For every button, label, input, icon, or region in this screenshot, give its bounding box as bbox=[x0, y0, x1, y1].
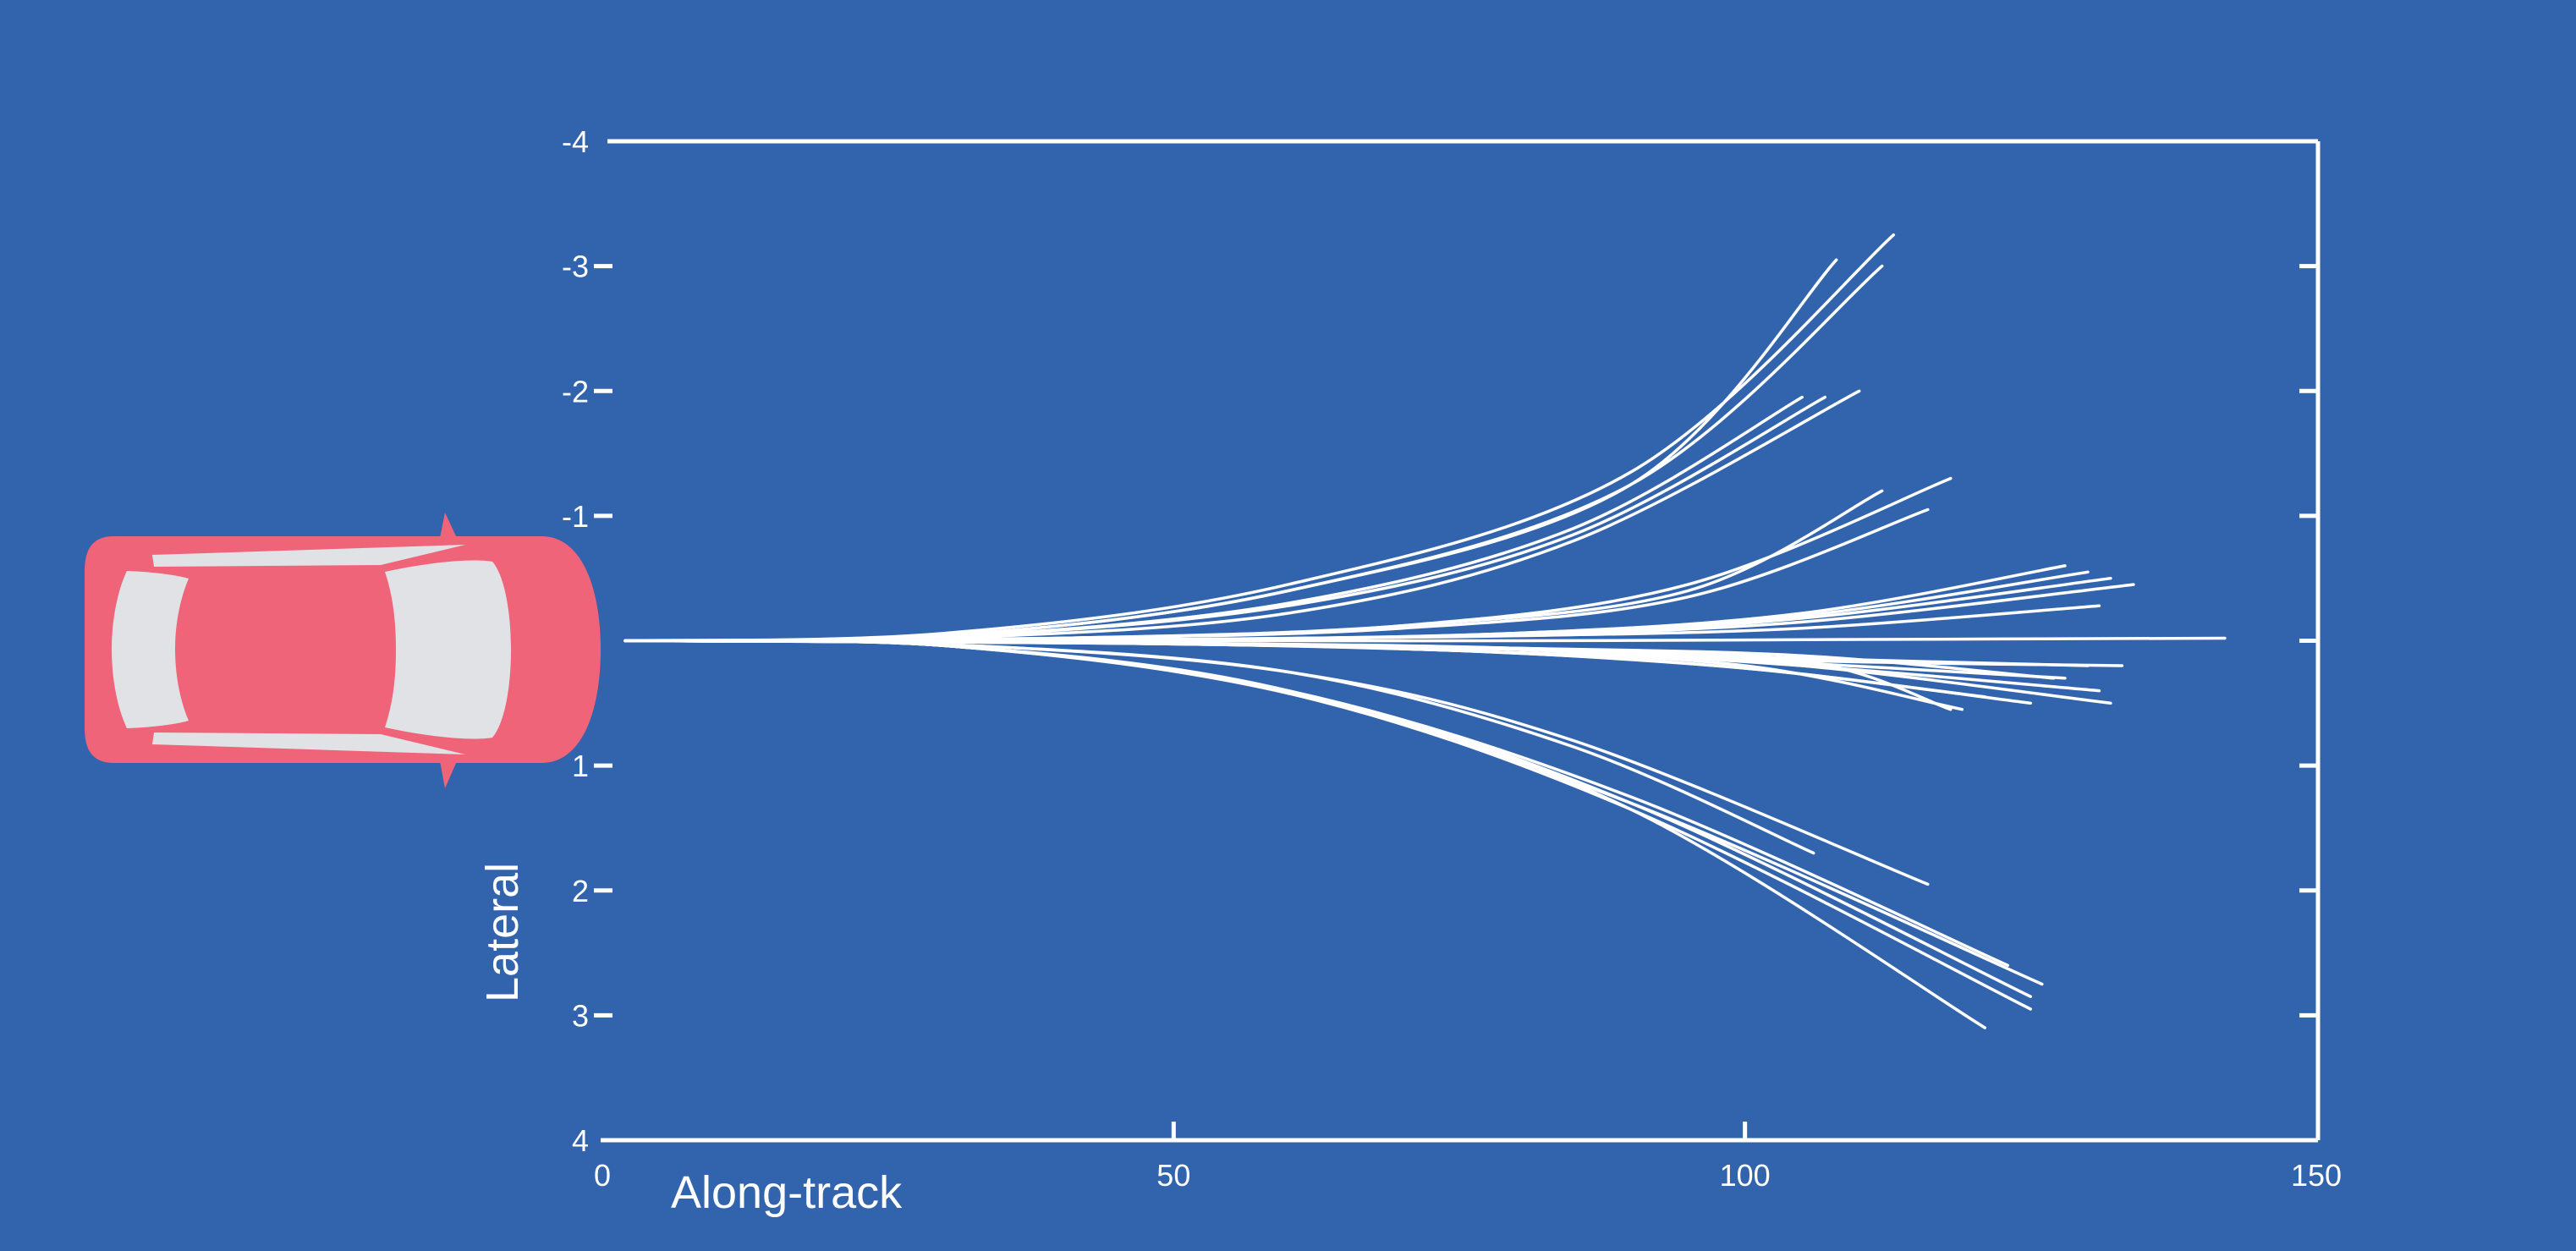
x-axis-title: Along-track bbox=[671, 1167, 903, 1218]
trajectory-line bbox=[623, 639, 1953, 711]
car-rear-window bbox=[112, 571, 189, 728]
car-side-window-left bbox=[152, 545, 465, 567]
car-top-view-icon bbox=[85, 513, 601, 788]
y-tick-label: 4 bbox=[572, 1123, 589, 1158]
right-axis-ticks bbox=[2299, 264, 2318, 1018]
x-tick-label: 50 bbox=[1156, 1158, 1190, 1193]
car-mirror-right bbox=[440, 761, 457, 788]
trajectory-line bbox=[623, 389, 1861, 643]
trajectory-line bbox=[623, 639, 1987, 1029]
trajectory-line bbox=[623, 476, 1953, 643]
car-mirror-left bbox=[440, 513, 457, 538]
y-axis-title: Lateral bbox=[477, 863, 528, 1002]
x-tick-label: 100 bbox=[1720, 1158, 1771, 1193]
trajectory-line bbox=[623, 639, 2044, 986]
y-tick-label: -3 bbox=[562, 250, 589, 284]
x-tick-label: 150 bbox=[2291, 1158, 2342, 1193]
trajectory-line bbox=[623, 639, 2010, 968]
car-side-window-right bbox=[152, 732, 465, 754]
trajectory-line bbox=[623, 639, 1815, 855]
trajectory-series bbox=[623, 233, 2227, 1029]
x-axis-ticks: 0 50 100 150 bbox=[594, 1122, 2342, 1193]
y-tick-label: -1 bbox=[562, 499, 589, 534]
car-windshield bbox=[385, 560, 511, 739]
trajectory-line bbox=[623, 639, 2033, 1011]
trajectory-line bbox=[623, 639, 2033, 705]
y-tick-label: -4 bbox=[562, 124, 589, 159]
trajectory-line bbox=[623, 258, 1838, 643]
trajectory-line bbox=[623, 264, 1884, 643]
trajectory-line bbox=[623, 583, 2135, 643]
y-axis-ticks: -4 -3 -2 -1 1 2 3 4 bbox=[562, 124, 612, 1158]
y-tick-label: 3 bbox=[572, 998, 589, 1033]
y-tick-label: 1 bbox=[572, 749, 589, 783]
trajectory-line bbox=[623, 639, 2033, 998]
x-tick-label: 0 bbox=[594, 1158, 611, 1193]
trajectory-line bbox=[623, 639, 1987, 699]
y-tick-label: 2 bbox=[572, 874, 589, 908]
trajectory-line bbox=[623, 639, 1964, 711]
y-tick-label: -2 bbox=[562, 374, 589, 409]
